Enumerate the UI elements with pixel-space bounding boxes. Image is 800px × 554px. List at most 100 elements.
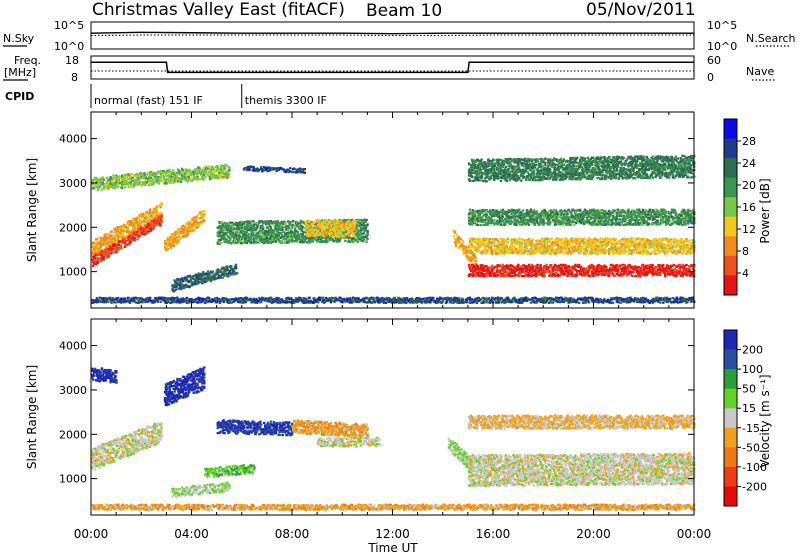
heatmap-cell xyxy=(147,230,151,233)
heatmap-cell xyxy=(245,220,248,223)
heatmap-cell xyxy=(310,221,313,224)
heatmap-cell xyxy=(289,234,292,237)
heatmap-cell xyxy=(491,251,494,254)
heatmap-cell xyxy=(522,267,525,270)
heatmap-cell xyxy=(353,229,357,232)
heatmap-cell xyxy=(221,229,224,232)
heatmap-cell xyxy=(143,220,146,223)
heatmap-cell xyxy=(468,241,472,244)
heatmap-cell xyxy=(117,183,120,187)
heatmap-cell xyxy=(263,238,266,241)
heatmap-cell xyxy=(583,274,587,277)
heatmap-cell xyxy=(216,277,219,280)
heatmap-cell xyxy=(500,250,504,253)
heatmap-cell xyxy=(283,230,286,233)
heatmap-cell xyxy=(678,267,681,270)
heatmap-cell xyxy=(639,267,643,270)
heatmap-cell xyxy=(520,268,523,271)
heatmap-cell xyxy=(531,267,535,270)
heatmap-cell xyxy=(194,170,197,173)
heatmap-cell xyxy=(101,237,104,240)
heatmap-cell xyxy=(465,255,468,258)
heatmap-cell xyxy=(186,180,190,183)
heatmap-cell xyxy=(497,243,501,246)
heatmap-cell xyxy=(276,229,279,232)
heatmap-cell xyxy=(100,188,104,191)
heatmap-cell xyxy=(140,184,143,187)
heatmap-cell xyxy=(494,238,498,241)
nsky-right-tick-top: 10^5 xyxy=(707,19,737,32)
heatmap-cell xyxy=(136,179,139,182)
heatmap-cell xyxy=(339,228,342,231)
heatmap-cell xyxy=(254,237,257,240)
heatmap-cell xyxy=(173,237,176,241)
heatmap-cell xyxy=(188,285,192,288)
heatmap-cell xyxy=(477,270,480,273)
heatmap-cell xyxy=(346,219,349,222)
heatmap-cell xyxy=(152,215,156,218)
heatmap-cell xyxy=(574,273,577,276)
heatmap-cell xyxy=(294,230,298,233)
heatmap-cell xyxy=(527,272,531,275)
heatmap-cell xyxy=(184,233,187,237)
heatmap-cell xyxy=(184,232,187,235)
heatmap-cell xyxy=(512,239,515,243)
heatmap-cell xyxy=(181,169,185,172)
heatmap-cell xyxy=(327,232,331,235)
heatmap-cell xyxy=(347,228,350,231)
heatmap-cell xyxy=(114,178,117,181)
heatmap-cell xyxy=(242,233,246,236)
heatmap-cell xyxy=(341,230,344,233)
heatmap-cell xyxy=(266,220,270,223)
heatmap-cell xyxy=(161,171,164,174)
heatmap-cell xyxy=(588,275,592,278)
heatmap-cell xyxy=(280,233,283,236)
heatmap-cell xyxy=(144,183,147,186)
heatmap-cell xyxy=(149,180,153,183)
heatmap-cell xyxy=(654,265,657,269)
heatmap-cell xyxy=(356,236,360,239)
heatmap-cell xyxy=(518,267,521,270)
heatmap-cell xyxy=(263,220,266,223)
heatmap-cell xyxy=(245,226,248,229)
heatmap-cell xyxy=(287,228,290,232)
heatmap-cell xyxy=(498,241,502,244)
heatmap-cell xyxy=(127,222,130,225)
heatmap-cell xyxy=(232,270,236,274)
heatmap-cell xyxy=(652,272,655,275)
heatmap-cell xyxy=(681,273,684,277)
freq-series xyxy=(91,61,694,74)
heatmap-cell xyxy=(250,232,253,236)
heatmap-cell xyxy=(219,174,222,178)
heatmap-cell xyxy=(354,238,358,242)
heatmap-cell xyxy=(247,233,250,236)
nave-right-tick-top: 60 xyxy=(707,54,721,67)
heatmap-cell xyxy=(498,264,502,267)
heatmap-cell xyxy=(344,234,347,237)
heatmap-cell xyxy=(668,267,672,270)
heatmap-cell xyxy=(199,279,202,283)
heatmap-cell xyxy=(504,240,507,243)
heatmap-cell xyxy=(673,270,677,273)
heatmap-cell xyxy=(170,243,173,246)
heatmap-cell xyxy=(192,176,195,179)
heatmap-cell xyxy=(158,215,161,218)
heatmap-cell xyxy=(296,233,300,236)
heatmap-cell xyxy=(243,241,247,244)
heatmap-cell xyxy=(184,178,188,181)
heatmap-cell xyxy=(230,242,233,245)
heatmap-cell xyxy=(224,270,227,273)
heatmap-cell xyxy=(98,181,102,184)
heatmap-cell xyxy=(175,236,178,239)
heatmap-cell xyxy=(188,222,192,225)
heatmap-cell xyxy=(140,172,143,175)
heatmap-cell xyxy=(465,246,468,249)
heatmap-cell xyxy=(126,226,130,229)
heatmap-cell xyxy=(344,236,347,239)
heatmap-cell xyxy=(131,224,134,227)
heatmap-cell xyxy=(558,274,562,277)
heatmap-cell xyxy=(544,267,547,270)
heatmap-cell xyxy=(154,207,157,211)
heatmap-cell xyxy=(582,267,586,270)
heatmap-cell xyxy=(163,182,166,185)
